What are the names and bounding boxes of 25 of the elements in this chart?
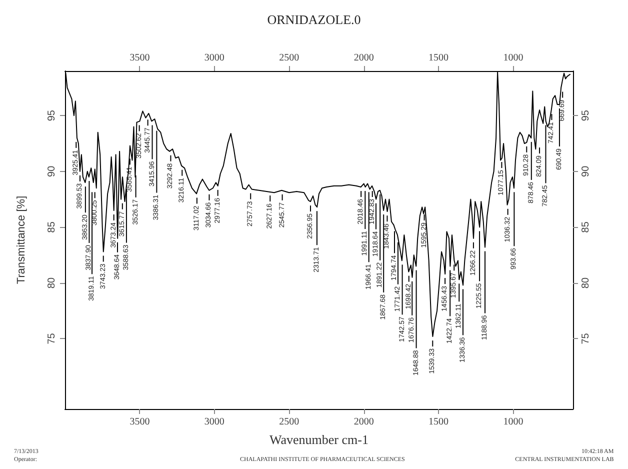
y-tick-label: 90 xyxy=(46,165,58,177)
x-tick-label: 3000 xyxy=(204,416,224,428)
y2-tick-label: 95 xyxy=(580,110,592,122)
x-tick-label: 3500 xyxy=(130,416,150,428)
x2-tick-label: 2000 xyxy=(354,52,374,64)
x-tick-label: 2000 xyxy=(354,416,374,428)
chart-title: ORNIDAZOLE.0 xyxy=(267,12,361,27)
y-tick-label: 85 xyxy=(46,221,58,233)
x-tick-label: 1000 xyxy=(503,416,524,428)
y-tick-label: 95 xyxy=(46,110,58,122)
x2-tick-label: 1000 xyxy=(503,52,524,64)
x2-tick-label: 1500 xyxy=(428,52,449,64)
x2-tick-label: 2500 xyxy=(279,52,300,64)
y2-tick-label: 90 xyxy=(580,165,592,177)
x-axis-title: Wavenumber cm-1 xyxy=(270,432,368,447)
y-tick-label: 75 xyxy=(46,332,58,344)
y2-tick-label: 85 xyxy=(580,221,592,233)
y2-tick-label: 80 xyxy=(580,276,592,289)
y-axis-title: Transmittance [%] xyxy=(16,196,28,284)
x2-tick-label: 3500 xyxy=(130,52,150,64)
x2-tick-label: 3000 xyxy=(204,52,224,64)
x-tick-label: 2500 xyxy=(279,416,300,428)
y2-tick-label: 75 xyxy=(580,332,592,344)
x-tick-label: 1500 xyxy=(428,416,449,428)
y-tick-label: 80 xyxy=(46,276,58,289)
